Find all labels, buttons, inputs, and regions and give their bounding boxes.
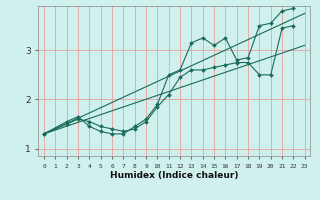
X-axis label: Humidex (Indice chaleur): Humidex (Indice chaleur)	[110, 171, 239, 180]
